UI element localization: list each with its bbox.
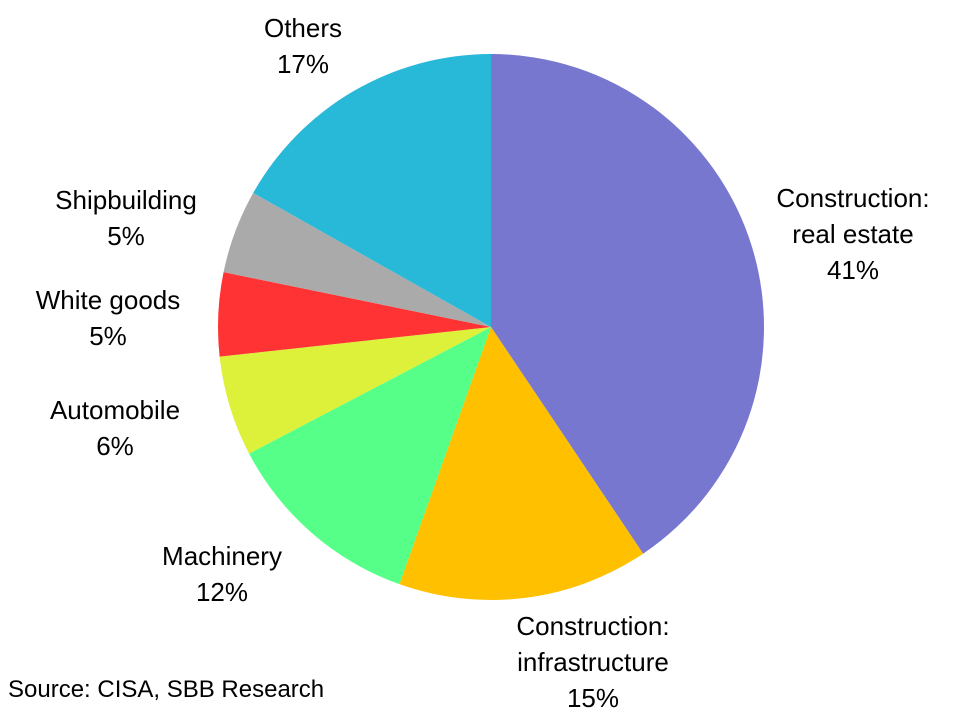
category-label: Machinery — [162, 541, 282, 571]
value-label: 41% — [826, 255, 880, 285]
pie-slice — [219, 327, 491, 454]
slice-label: Machinery 12% — [122, 538, 322, 610]
value-label: 5% — [89, 321, 127, 351]
pie-slice — [399, 327, 644, 600]
category-label: White goods — [35, 285, 181, 315]
category-label: Others — [263, 13, 343, 43]
value-label: 12% — [195, 577, 249, 607]
slice-label: Construction: infrastructure 15% — [493, 608, 693, 716]
value-label: 17% — [276, 49, 330, 79]
category-label: Construction: real estate — [776, 183, 930, 249]
source-note: Source: CISA, SBB Research — [8, 676, 325, 703]
value-label: 15% — [566, 683, 620, 713]
slice-label: Construction: real estate 41% — [753, 180, 953, 288]
category-label: Automobile — [49, 395, 181, 425]
value-label: 6% — [96, 431, 134, 461]
category-label: Shipbuilding — [55, 185, 197, 215]
pie-slice — [491, 54, 765, 554]
slice-label: Shipbuilding 5% — [26, 182, 226, 254]
category-label: Construction: infrastructure — [516, 611, 670, 677]
pie-slice — [249, 327, 491, 585]
value-label: 5% — [107, 221, 145, 251]
slice-label: White goods 5% — [8, 282, 208, 354]
pie-slice — [223, 192, 491, 327]
slice-label: Others 17% — [203, 10, 403, 82]
pie-slice — [217, 272, 491, 357]
slice-label: Automobile 6% — [15, 392, 215, 464]
pie-slice — [253, 54, 491, 327]
